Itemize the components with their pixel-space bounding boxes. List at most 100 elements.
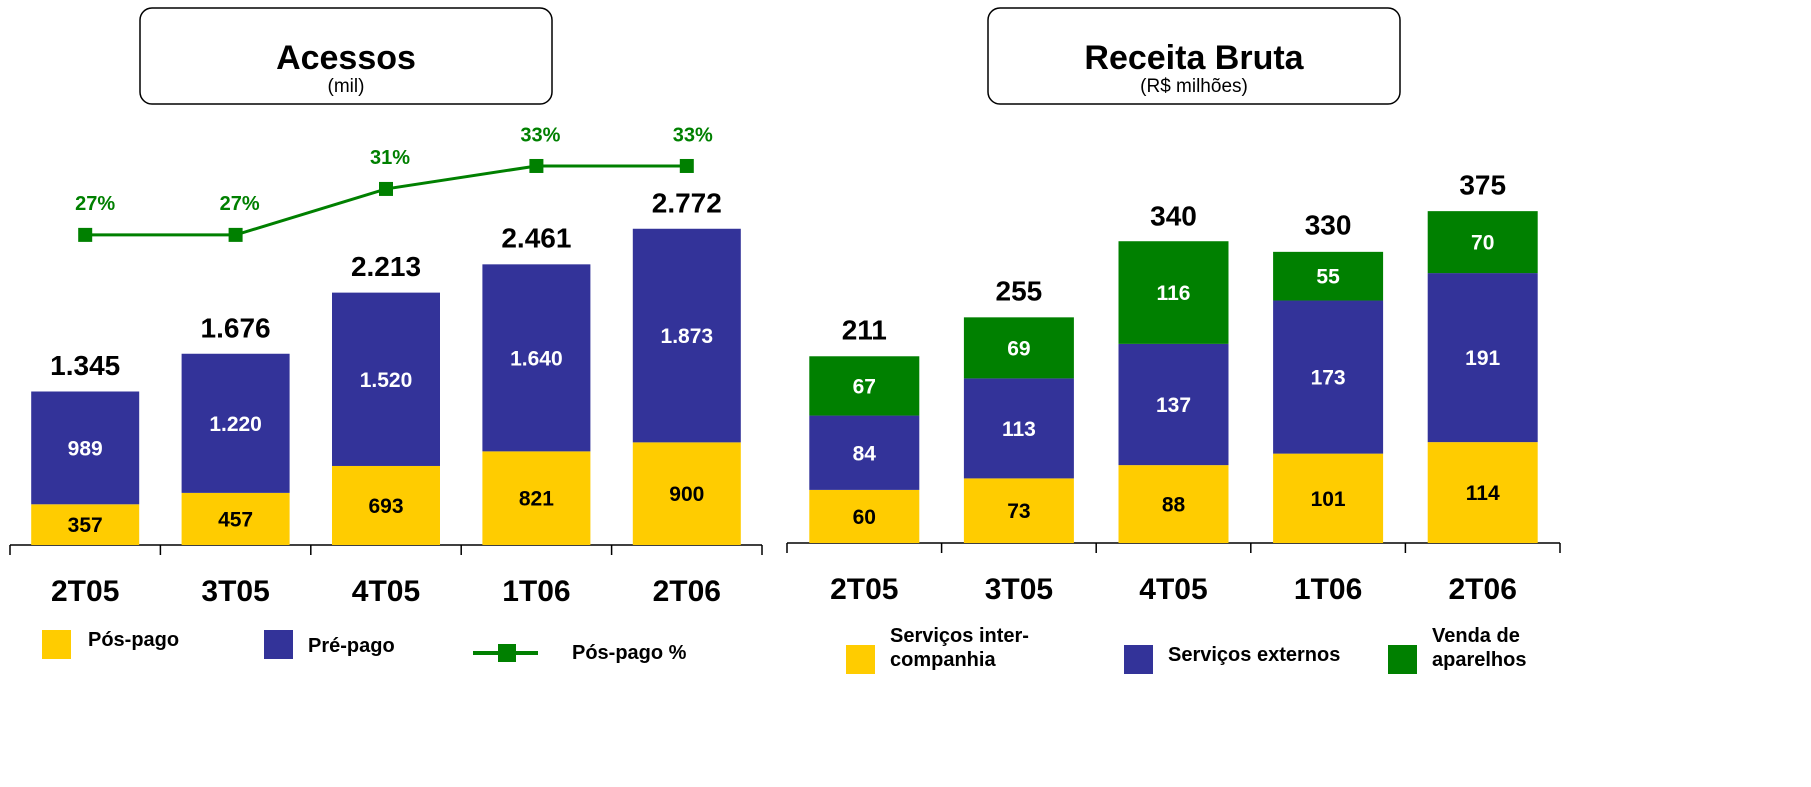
bar-segment: [632, 228, 741, 443]
data-label: 1.640: [510, 347, 563, 370]
bar-segment: [1273, 300, 1384, 454]
x-tick-label: 2T06: [653, 575, 721, 608]
data-label: 114: [1466, 482, 1500, 505]
x-tick-label: 4T05: [352, 575, 420, 608]
bar-segment: [963, 478, 1074, 543]
legend-label: Pós-pago %: [572, 642, 687, 664]
x-tick-label: 1T06: [502, 575, 570, 608]
legend-label: Pós-pago: [88, 629, 180, 651]
x-tick-label: 2T06: [1449, 573, 1517, 606]
legend-label: Serviços inter-companhia: [890, 625, 1029, 671]
line-label: 31%: [370, 147, 410, 169]
bar-segment: [332, 292, 440, 466]
bar-segment: [1427, 273, 1538, 443]
line-label: 27%: [220, 193, 260, 215]
total-label: 1.676: [201, 312, 271, 343]
data-label: 67: [853, 375, 876, 398]
legend-swatch: [846, 645, 875, 674]
data-label: 900: [669, 483, 704, 506]
total-label: 340: [1150, 201, 1197, 232]
data-label: 69: [1007, 337, 1030, 360]
bar-segment: [1118, 241, 1229, 344]
bar-segment: [1273, 453, 1384, 543]
line-marker: [228, 227, 243, 242]
bar-segment: [31, 504, 140, 545]
data-label: 1.220: [209, 413, 262, 436]
bar-segment: [809, 489, 920, 543]
title-box: [139, 7, 553, 105]
bar-segment: [1273, 251, 1384, 301]
bar-segment: [482, 264, 591, 452]
bar-segment: [1118, 465, 1229, 543]
data-label: 357: [68, 514, 103, 537]
legend-swatch: [264, 630, 293, 659]
total-label: 1.345: [50, 350, 120, 381]
data-label: 88: [1162, 494, 1186, 517]
data-label: 1.520: [360, 369, 413, 392]
legend-swatch: [1124, 645, 1153, 674]
total-label: 211: [842, 315, 887, 346]
data-label: 60: [853, 506, 876, 529]
bar-segment: [1118, 343, 1229, 466]
bar-segment: [181, 353, 290, 493]
x-tick-label: 3T05: [201, 575, 269, 608]
chart-subtitle: (mil): [328, 76, 365, 97]
total-label: 2.213: [351, 251, 421, 282]
line-label: 33%: [673, 124, 713, 146]
title-box: [987, 7, 1401, 105]
chart-subtitle: (R$ milhões): [1140, 76, 1248, 97]
total-label: 255: [996, 276, 1043, 307]
line-marker: [78, 227, 93, 242]
total-label: 2.461: [501, 223, 571, 254]
bar-segment: [809, 415, 920, 490]
bar-segment: [1427, 211, 1538, 274]
line-marker: [379, 181, 393, 196]
line-label: 27%: [75, 193, 115, 215]
bar-segment: [181, 492, 290, 545]
legend-marker: [498, 644, 516, 662]
bar-segment: [632, 442, 741, 545]
data-label: 113: [1002, 418, 1036, 441]
total-label: 2.772: [652, 187, 722, 218]
data-label: 84: [853, 442, 877, 465]
data-label: 116: [1157, 282, 1191, 305]
data-label: 457: [218, 508, 253, 531]
bar-segment: [1427, 442, 1538, 543]
line-label: 33%: [520, 124, 560, 146]
chart-title: Acessos: [276, 39, 416, 77]
total-label: 375: [1459, 170, 1506, 201]
line: [85, 164, 687, 237]
data-label: 137: [1156, 394, 1191, 417]
data-label: 101: [1311, 488, 1346, 511]
x-tick-label: 1T06: [1294, 573, 1362, 606]
data-label: 693: [368, 495, 403, 518]
bar-segment: [809, 356, 920, 416]
chart-title: Receita Bruta: [1084, 39, 1304, 77]
bar-segment: [963, 317, 1074, 379]
data-label: 73: [1007, 500, 1030, 523]
line-marker: [529, 158, 544, 173]
data-label: 1.873: [661, 325, 714, 348]
legend-label: Serviços externos: [1168, 644, 1341, 666]
data-label: 70: [1471, 232, 1494, 255]
legend-label: Pré-pago: [308, 635, 395, 657]
bar-segment: [332, 465, 440, 545]
total-label: 330: [1305, 209, 1352, 240]
bar-segment: [963, 378, 1074, 479]
legend-label: Venda de aparelhos: [1432, 625, 1527, 671]
x-tick-label: 2T05: [51, 575, 119, 608]
data-label: 821: [519, 488, 554, 511]
data-label: 173: [1311, 367, 1346, 390]
x-tick-label: 2T05: [830, 573, 898, 606]
bar-segment: [31, 391, 140, 505]
bar-segment: [482, 451, 591, 545]
data-label: 989: [68, 437, 103, 460]
legend-swatch: [1388, 645, 1417, 674]
data-label: 191: [1465, 347, 1500, 370]
legend-swatch: [42, 630, 71, 659]
line-marker: [679, 158, 694, 173]
data-label: 55: [1316, 266, 1340, 289]
x-tick-label: 4T05: [1139, 573, 1207, 606]
